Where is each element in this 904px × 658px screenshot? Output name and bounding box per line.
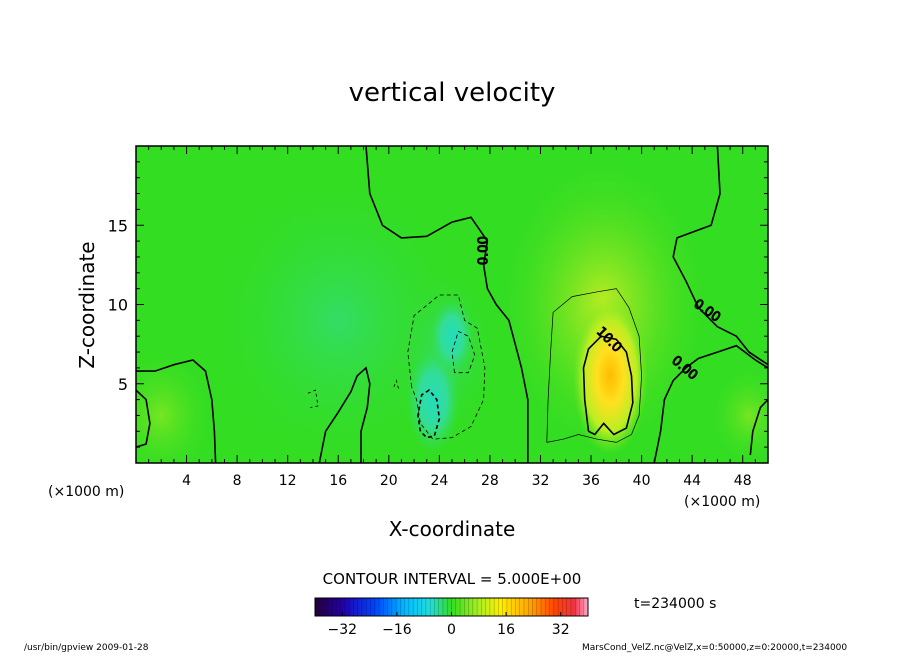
contour-zero-left [136, 359, 217, 463]
contour-zero-right-upper [672, 146, 768, 366]
x-tick-label: 8 [233, 473, 242, 489]
contour-negative-small-a [393, 379, 400, 391]
x-tick-label: 40 [633, 473, 651, 489]
velocity-field [136, 146, 768, 463]
x-tick-label: 12 [279, 473, 297, 489]
colorbar-tick-label: 16 [497, 622, 515, 638]
contour-label: 0.00 [476, 236, 491, 265]
footer-right: MarsCond_VelZ.nc@VelZ,x=0:50000,z=0:2000… [582, 643, 847, 653]
y-tick-label: 10 [108, 296, 128, 315]
x-tick-label: 44 [683, 473, 701, 489]
shade-weak-updraft-right [711, 367, 768, 463]
chart-title: vertical velocity [349, 78, 556, 108]
x-unit-left: (×1000 m) [48, 484, 124, 500]
x-axis-label: X-coordinate [389, 517, 516, 541]
x-tick-label: 20 [380, 473, 398, 489]
colorbar-tick-label: 0 [447, 622, 456, 638]
contour-interval-label: CONTOUR INTERVAL = 5.000E+00 [323, 570, 582, 588]
x-tick-label: 4 [182, 473, 191, 489]
x-tick-label: 32 [532, 473, 550, 489]
y-tick-label: 15 [108, 216, 128, 235]
colorbar-stripes [319, 598, 584, 616]
footer-left: /usr/bin/gpview 2009-01-28 [24, 643, 149, 653]
shade-weak-downdraft-left [211, 177, 465, 463]
contour-zero-left-edge [136, 389, 151, 448]
contour-zero-right-lower [653, 344, 768, 463]
colorbar-ticks: −32 −16 0 16 32 [328, 612, 570, 638]
x-unit-right: (×1000 m) [684, 494, 760, 510]
time-label: t=234000 s [634, 596, 716, 612]
y-axis-label: Z-coordinate [75, 241, 99, 368]
x-tick-label: 16 [329, 473, 347, 489]
colorbar-tick-label: −32 [328, 622, 358, 638]
shade-weak-updraft-left [136, 352, 212, 463]
contour-negative-5 [407, 294, 486, 440]
contour-negative-10 [417, 389, 441, 439]
contour-positive-5 [546, 288, 642, 443]
contour-zero-right-edge [749, 399, 768, 456]
x-tick-label: 28 [481, 473, 499, 489]
contour-negative-5-upper [451, 330, 476, 374]
contour-zero-central [365, 146, 529, 463]
colorbar-tick-label: 32 [552, 622, 570, 638]
contour-positive-10 [582, 335, 634, 436]
x-tick-label: 36 [582, 473, 600, 489]
contour-zero-center-left [318, 366, 371, 463]
shade-downdraft-upper [429, 296, 475, 376]
colorbar-tick-label: −16 [382, 622, 412, 638]
y-tick-label: 5 [118, 375, 128, 394]
x-tick-label: 24 [430, 473, 448, 489]
x-tick-label: 48 [734, 473, 752, 489]
